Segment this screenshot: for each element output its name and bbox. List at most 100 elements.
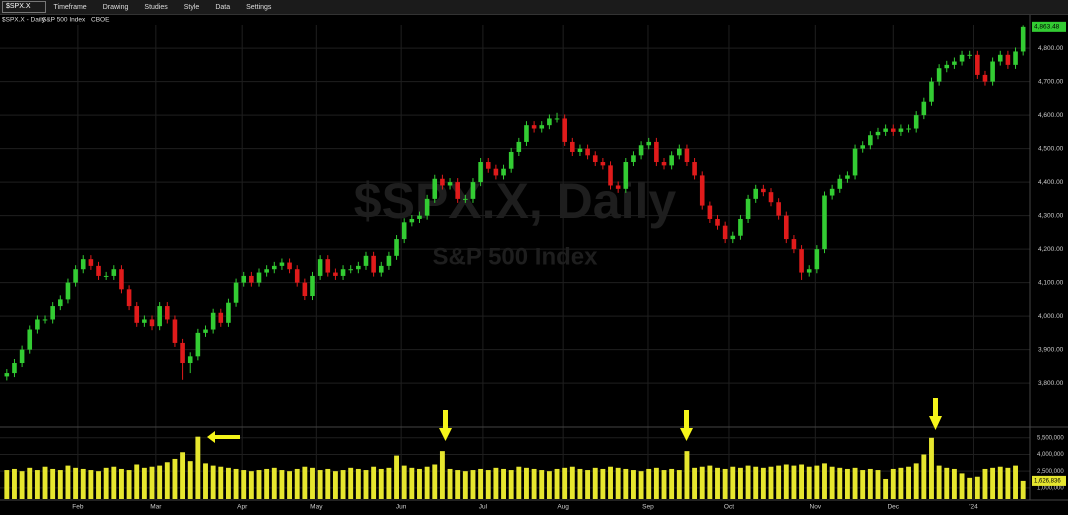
volume-bar xyxy=(134,464,140,499)
x-tick-label: Sep xyxy=(642,504,654,511)
candle-body xyxy=(852,148,858,176)
candle-body xyxy=(96,265,101,276)
candle-body xyxy=(722,225,728,240)
candle-body xyxy=(783,215,789,240)
candle-body xyxy=(1020,26,1026,52)
candle-body xyxy=(608,165,613,186)
volume-bar xyxy=(554,468,560,499)
x-tick-label: Feb xyxy=(72,504,84,511)
y-tick-label: 4,400.00 xyxy=(1038,179,1064,186)
candle-body xyxy=(447,182,453,186)
volume-bar xyxy=(485,470,491,499)
candle-body xyxy=(417,215,422,219)
candle-body xyxy=(149,319,155,327)
candle-body xyxy=(860,145,865,149)
candle-body xyxy=(508,151,514,169)
candle-body xyxy=(119,269,124,290)
y-tick-label: 4,000,000 xyxy=(1037,452,1064,458)
candle-body xyxy=(623,162,629,189)
candle-body xyxy=(165,306,170,320)
volume-bar xyxy=(27,467,33,499)
candle-body xyxy=(990,61,995,82)
volume-bar xyxy=(317,470,323,499)
volume-bar xyxy=(913,463,919,499)
menu-item[interactable]: Timeframe xyxy=(53,3,87,11)
menu-item[interactable]: Studies xyxy=(144,3,168,11)
candle-body xyxy=(73,269,78,283)
volume-bar xyxy=(378,468,384,499)
candle-body xyxy=(600,162,606,166)
volume-bar xyxy=(936,465,942,499)
last-volume-label: 1,626,836 xyxy=(1034,478,1061,484)
candle-body xyxy=(80,259,86,270)
menu-item[interactable]: Data xyxy=(215,3,231,11)
arrow xyxy=(680,410,693,441)
volume-bar xyxy=(676,470,682,499)
volume-bar xyxy=(80,468,86,499)
volume-bar xyxy=(951,468,957,499)
volume-bar xyxy=(1005,467,1011,499)
candle-body xyxy=(310,275,315,297)
candle-body xyxy=(111,269,117,276)
candle-body xyxy=(898,128,904,132)
volume-bar xyxy=(653,467,659,499)
candle-body xyxy=(906,128,911,130)
volume-bar xyxy=(631,470,636,499)
candle-body xyxy=(35,319,40,330)
candle-body xyxy=(585,148,590,156)
candle-body xyxy=(738,218,743,236)
volume-bar xyxy=(65,465,71,499)
candle-body xyxy=(371,255,376,273)
volume-bar xyxy=(982,468,988,499)
candle-body xyxy=(615,185,621,189)
y-tick-label: 4,000.00 xyxy=(1038,313,1064,320)
symbol-box[interactable]: $SPX.X xyxy=(2,1,46,13)
volume-bar xyxy=(126,470,132,499)
candle-body xyxy=(19,349,25,364)
volume-bar xyxy=(844,468,850,499)
candle-body xyxy=(218,312,224,323)
candle-body xyxy=(485,162,491,169)
volume-bar xyxy=(256,470,262,499)
candle-body xyxy=(493,168,499,176)
candle-body xyxy=(386,255,392,266)
volume-bar xyxy=(96,471,101,499)
candle-body xyxy=(126,289,132,307)
volume-bar xyxy=(447,468,453,499)
volume-bar xyxy=(57,470,63,499)
candle-body xyxy=(378,265,384,273)
volume-bar xyxy=(302,466,308,499)
volume-bar xyxy=(1020,480,1026,499)
volume-bar xyxy=(569,466,575,499)
volume-bar xyxy=(715,467,720,499)
chart-title: $SPX.X - Daily xyxy=(2,17,46,24)
volume-bar xyxy=(264,468,270,499)
volume-bar xyxy=(524,467,529,499)
candle-body xyxy=(103,275,109,277)
menu-item[interactable]: Style xyxy=(183,3,200,11)
candle-body xyxy=(516,141,522,152)
candle-body xyxy=(58,299,63,307)
volume-bar xyxy=(562,467,568,499)
x-tick-label: Aug xyxy=(557,504,569,511)
candle-body xyxy=(287,262,292,270)
candle-body xyxy=(233,282,239,303)
volume-bar xyxy=(386,467,392,499)
candle-body xyxy=(761,188,766,193)
volume-bar xyxy=(684,451,690,499)
x-tick-label: Oct xyxy=(724,504,734,511)
volume-bar xyxy=(409,467,415,499)
volume-bar xyxy=(699,466,705,499)
volume-bar xyxy=(829,466,835,499)
candle-body xyxy=(707,205,713,219)
candle-body xyxy=(157,306,162,327)
menu-item[interactable]: Drawing xyxy=(102,3,129,11)
menu-item[interactable]: Settings xyxy=(246,3,272,11)
volume-bar xyxy=(990,467,996,499)
candle-body xyxy=(531,125,537,129)
volume-bar xyxy=(860,470,866,499)
candle-body xyxy=(715,218,720,226)
volume-bar xyxy=(401,465,407,499)
volume-bar xyxy=(439,451,445,499)
volume-bar xyxy=(837,467,843,499)
